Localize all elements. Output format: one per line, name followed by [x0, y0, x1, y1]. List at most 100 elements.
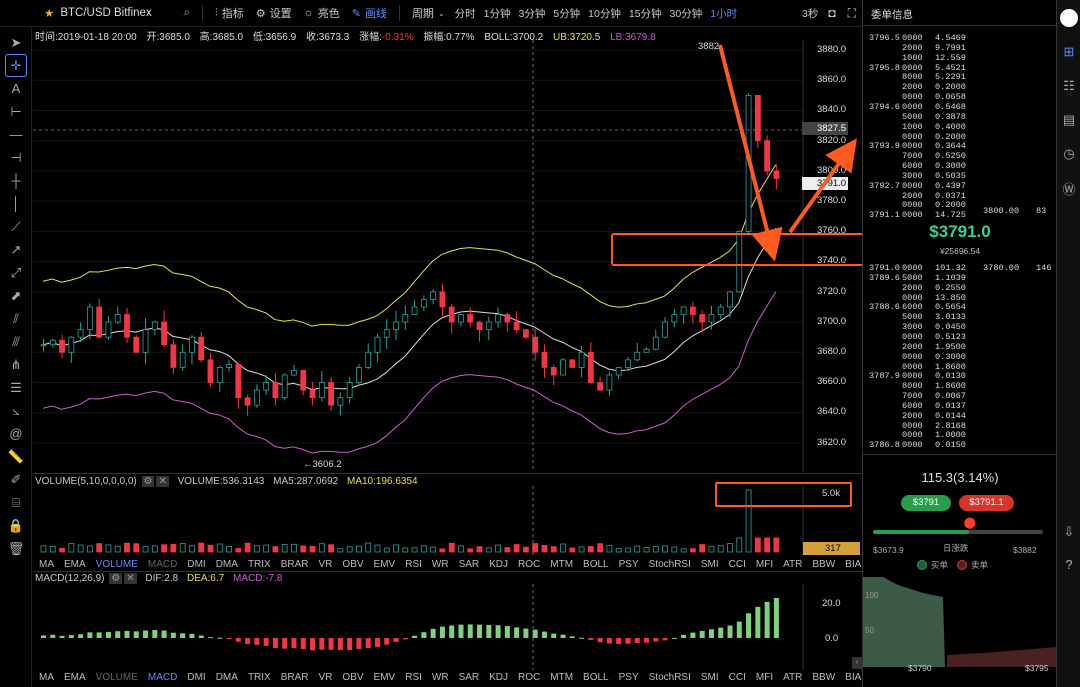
refresh-interval[interactable]: 3秒	[802, 7, 819, 20]
indicator-tab-ma[interactable]: MA	[39, 559, 54, 570]
indicator-tab-atr[interactable]: ATR	[783, 672, 803, 683]
order-row[interactable]: 1000 12.559	[869, 53, 966, 64]
order-row[interactable]: 0000 0.2000	[869, 132, 966, 143]
order-row[interactable]: 0000 0.3000	[869, 352, 966, 363]
indicator-tab-wr[interactable]: WR	[431, 559, 449, 570]
fib-fan-icon[interactable]: ⦣	[12, 402, 20, 418]
document-icon[interactable]: ▤	[1062, 112, 1076, 127]
collapse-arrow-icon[interactable]: ›	[852, 657, 862, 669]
pattern-icon[interactable]: ⌸	[12, 494, 20, 510]
indicator-tab-mfi[interactable]: MFI	[755, 672, 774, 683]
order-row[interactable]: 3000 0.5035	[869, 171, 966, 182]
indicator-tab-kdj[interactable]: KDJ	[489, 559, 509, 570]
crosshair-icon[interactable]: ✛	[5, 54, 27, 77]
order-row[interactable]: 2000 0.2550	[869, 283, 966, 294]
period-tab[interactable]: 1分钟	[483, 7, 511, 20]
order-row[interactable]: 0000 0.5123	[869, 332, 966, 343]
buy-price-button[interactable]: $3791	[901, 495, 951, 511]
order-row[interactable]: 3796.5 0000 4.5469	[869, 33, 966, 44]
order-row[interactable]: 8000 1.8600	[869, 381, 966, 392]
pitchfork-icon[interactable]: ⋔	[10, 356, 22, 372]
indicator-tab-vr[interactable]: VR	[318, 672, 333, 683]
price-line-icon[interactable]: ┼	[11, 173, 21, 188]
indicator-tab-volume[interactable]: VOLUME	[95, 559, 138, 570]
light-theme-button[interactable]: ☼ 亮色	[298, 5, 346, 21]
indicator-tab-dma[interactable]: DMA	[215, 559, 238, 570]
order-row[interactable]: 3791.1 0000 14.725	[869, 210, 966, 221]
spiral-icon[interactable]: @	[9, 426, 23, 441]
indicator-tab-mtm[interactable]: MTM	[550, 559, 574, 570]
download-icon[interactable]: ⇩	[1063, 524, 1075, 539]
period-tab[interactable]: 30分钟	[669, 7, 703, 20]
indicator-tab-cci[interactable]: CCI	[728, 559, 746, 570]
indicator-tab-dmi[interactable]: DMI	[187, 672, 206, 683]
indicator-tab-dma[interactable]: DMA	[215, 672, 238, 683]
settings-icon[interactable]: ⚙	[109, 573, 123, 584]
wiki-icon[interactable]: Ⓦ	[1062, 181, 1076, 197]
order-row[interactable]: 3795.8 0000 5.4521	[869, 63, 966, 74]
indicator-tab-emv[interactable]: EMV	[373, 559, 396, 570]
indicator-tab-kdj[interactable]: KDJ	[489, 672, 509, 683]
order-row[interactable]: 6000 0.0137	[869, 401, 966, 412]
lock-icon[interactable]: 🔒	[7, 517, 25, 533]
star-icon[interactable]: ★	[44, 8, 55, 20]
order-row[interactable]: 2000 0.0371	[869, 191, 966, 202]
indicator-tab-macd[interactable]: MACD	[147, 672, 178, 683]
indicator-tab-stochrsi[interactable]: StochRSI	[648, 559, 691, 570]
period-tab[interactable]: 10分钟	[588, 7, 621, 20]
order-row[interactable]: 2000 0.0144	[869, 411, 966, 422]
ruler-icon[interactable]: 📏	[7, 448, 25, 464]
clock-icon[interactable]: ◷	[1063, 146, 1075, 161]
settings-button[interactable]: ⚙ 设置	[250, 5, 298, 21]
close-icon[interactable]: ✕	[156, 476, 169, 487]
settings-icon[interactable]: ⚙	[141, 476, 155, 487]
order-row[interactable]: 5000 3.0133	[869, 312, 966, 323]
indicator-tab-psy[interactable]: PSY	[618, 672, 639, 683]
indicator-tab-rsi[interactable]: RSI	[405, 559, 422, 570]
period-dropdown[interactable]: 周期 ⌄	[406, 5, 451, 21]
order-row[interactable]: 0000 2.8168	[869, 421, 966, 432]
order-row[interactable]: 3788.6 6000 0.5654	[869, 302, 966, 313]
indicator-tab-mfi[interactable]: MFI	[755, 559, 774, 570]
text-tool-icon[interactable]: A	[11, 81, 21, 96]
order-row[interactable]: 3787.9 0000 0.0130	[869, 371, 966, 382]
indicator-tab-sar[interactable]: SAR	[458, 672, 480, 683]
order-row[interactable]: 6000 0.3000	[869, 161, 966, 172]
trend-line-icon[interactable]: ⟋	[11, 218, 21, 234]
segment-line-icon[interactable]: ⊢	[10, 103, 22, 119]
indicator-tab-wr[interactable]: WR	[431, 672, 449, 683]
depth-chart[interactable]	[863, 575, 1057, 667]
close-icon[interactable]: ✕	[124, 573, 137, 584]
search-icon[interactable]: ⌕	[183, 6, 190, 19]
order-row[interactable]: 0000 13.850	[869, 293, 966, 304]
indicator-tab-obv[interactable]: OBV	[342, 672, 364, 683]
symbol-selector[interactable]: ★ BTC/USD Bitfinex ⌕	[0, 6, 196, 21]
macd-chart[interactable]	[33, 584, 862, 670]
order-row[interactable]: 8000 5.2291	[869, 72, 966, 83]
indicator-tab-sar[interactable]: SAR	[458, 559, 480, 570]
indicator-tab-boll[interactable]: BOLL	[583, 559, 609, 570]
period-tab-active[interactable]: 1小时	[710, 7, 738, 20]
order-row[interactable]: 3786.8 0000 0.0150	[869, 440, 966, 451]
order-row[interactable]: 3792.7 0000 0.4397	[869, 181, 966, 192]
indicator-tab-brar[interactable]: BRAR	[280, 672, 309, 683]
order-row[interactable]: 1000 0.4000	[869, 122, 966, 133]
indicator-tab-stochrsi[interactable]: StochRSI	[648, 672, 691, 683]
vertical-line-icon[interactable]: │	[11, 196, 21, 211]
indicator-tab-psy[interactable]: PSY	[618, 559, 639, 570]
brush-icon[interactable]: ✐	[10, 471, 22, 487]
order-row[interactable]: 0000 0.0658	[869, 92, 966, 103]
order-row[interactable]: 2000 0.2000	[869, 82, 966, 93]
indicator-tab-boll[interactable]: BOLL	[583, 672, 609, 683]
help-icon[interactable]: ?	[1065, 556, 1073, 572]
fullscreen-icon[interactable]: ⛶	[847, 5, 856, 20]
indicators-button[interactable]: ⫶ 指标	[209, 5, 250, 21]
indicator-tab-bias[interactable]: BIAS	[845, 672, 868, 683]
indicator-tab-trix[interactable]: TRIX	[247, 672, 271, 683]
ray-line-icon[interactable]: ↗	[10, 241, 22, 257]
period-tab[interactable]: 15分钟	[628, 7, 662, 20]
indicator-tab-bias[interactable]: BIAS	[845, 559, 868, 570]
order-row[interactable]: 7000 0.5250	[869, 151, 966, 162]
indicator-tab-smi[interactable]: SMI	[700, 559, 719, 570]
draw-button[interactable]: ✎ 画线	[346, 5, 393, 21]
